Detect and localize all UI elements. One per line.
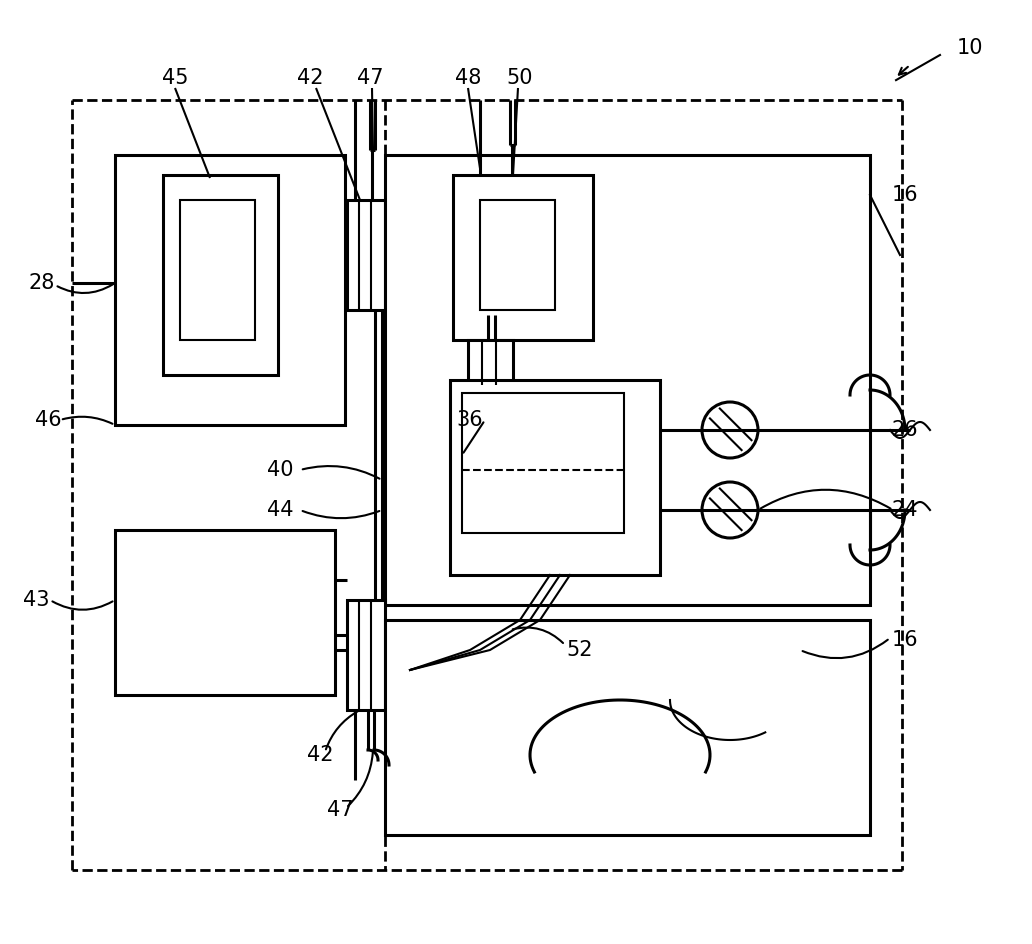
Text: 48: 48 [455, 68, 481, 88]
Bar [467, 340, 513, 385]
Text: 16: 16 [892, 185, 918, 205]
Bar [115, 155, 345, 425]
Text: 36: 36 [457, 410, 483, 430]
Text: 43: 43 [23, 590, 50, 610]
Text: 42: 42 [307, 745, 333, 765]
Text: 46: 46 [35, 410, 61, 430]
Bar [347, 600, 385, 710]
Text: 40: 40 [266, 460, 293, 480]
Bar [453, 175, 593, 340]
Text: 10: 10 [957, 38, 983, 58]
Bar [450, 380, 660, 575]
Text: 26: 26 [892, 420, 918, 440]
Bar [115, 530, 335, 695]
Text: 47: 47 [357, 68, 383, 88]
Text: 50: 50 [507, 68, 534, 88]
Bar [462, 393, 624, 533]
Text: 16: 16 [892, 630, 918, 650]
Bar [163, 175, 278, 375]
Bar [347, 200, 385, 310]
Text: 24: 24 [892, 500, 918, 520]
Bar [385, 155, 870, 605]
Bar [480, 200, 555, 310]
Text: 47: 47 [327, 800, 353, 820]
Text: 28: 28 [29, 273, 55, 293]
Bar [385, 620, 870, 835]
Bar [180, 200, 255, 340]
Text: 42: 42 [297, 68, 323, 88]
Text: 45: 45 [162, 68, 188, 88]
Text: 52: 52 [567, 640, 593, 660]
Text: 44: 44 [266, 500, 293, 520]
